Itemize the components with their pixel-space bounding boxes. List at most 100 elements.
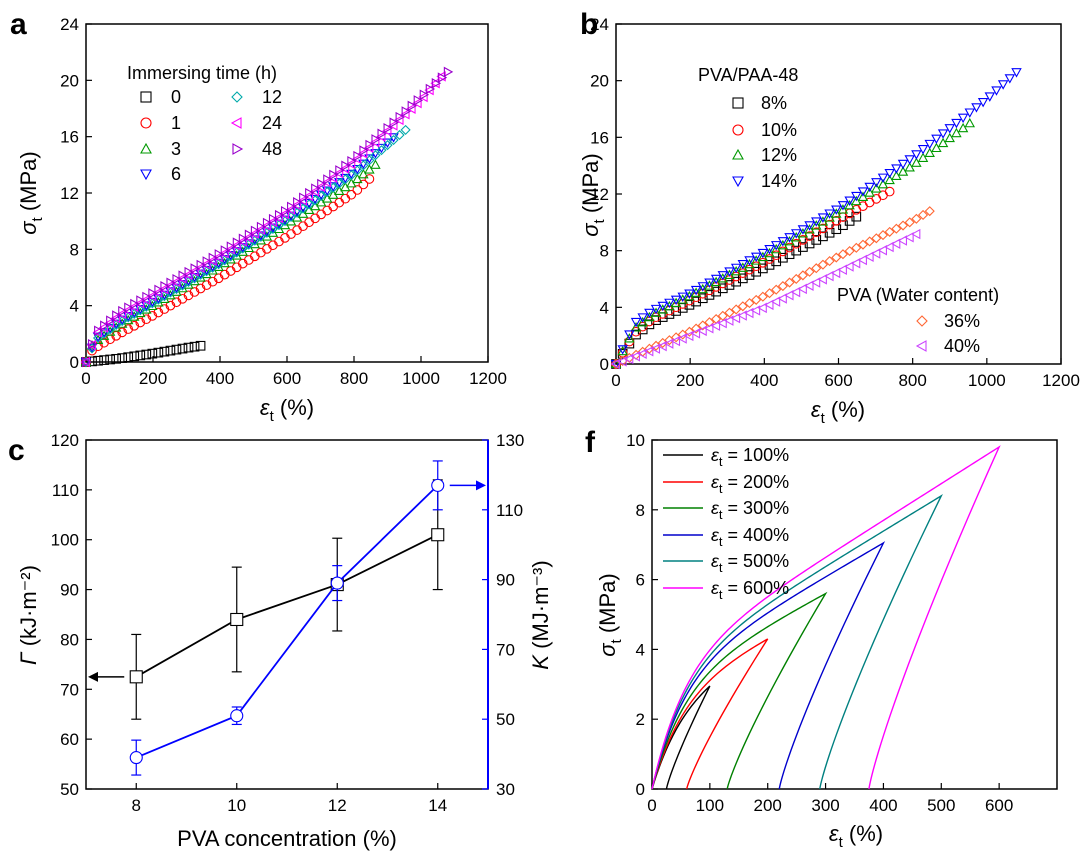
data-point xyxy=(105,354,115,365)
data-point xyxy=(388,134,399,146)
data-point xyxy=(837,264,847,275)
data-point xyxy=(147,311,158,321)
x-tick-label: 400 xyxy=(206,369,234,388)
legend-title: Immersing time (h) xyxy=(127,63,277,83)
data-point xyxy=(917,209,929,221)
data-point xyxy=(383,122,393,134)
arrow-left-head xyxy=(88,671,98,682)
data-point xyxy=(904,162,915,172)
data-point xyxy=(891,164,902,174)
data-point xyxy=(830,267,841,279)
data-point xyxy=(817,274,827,285)
y2-tick-label: 30 xyxy=(496,780,515,799)
data-point xyxy=(884,226,895,237)
data-point xyxy=(377,128,387,140)
data-point xyxy=(140,91,152,103)
y-tick-label: 4 xyxy=(636,640,645,659)
data-point xyxy=(291,199,302,211)
data-point xyxy=(351,153,362,165)
legend-label: 10% xyxy=(761,120,797,140)
data-point xyxy=(140,169,152,181)
data-point xyxy=(757,248,769,259)
data-point xyxy=(111,353,121,364)
y-tick-label: 0 xyxy=(636,780,645,799)
legend-label: εt = 600% xyxy=(711,578,789,602)
data-point xyxy=(915,340,927,352)
data-point xyxy=(154,284,164,296)
data-point xyxy=(124,302,134,313)
legend-label: 8% xyxy=(761,93,787,113)
data-point xyxy=(897,220,909,231)
x-tick-label: 0 xyxy=(647,796,656,815)
data-point xyxy=(610,358,622,370)
data-point xyxy=(677,329,688,340)
data-point xyxy=(153,347,164,358)
data-point xyxy=(664,335,675,346)
data-point xyxy=(147,348,158,359)
data-point xyxy=(797,270,808,281)
x-tick-label: 10 xyxy=(227,796,246,815)
data-point xyxy=(911,150,922,160)
data-point xyxy=(196,259,207,271)
data-point xyxy=(177,273,187,284)
data-point xyxy=(810,277,821,288)
data-point xyxy=(122,305,133,316)
data-point xyxy=(890,238,901,250)
data-point xyxy=(280,205,291,217)
x-tick-label: 1200 xyxy=(469,369,507,388)
y-tick-label: 4 xyxy=(600,298,609,317)
data-point xyxy=(677,333,687,344)
loading-cycle-line xyxy=(651,638,769,790)
plot-frame xyxy=(651,439,1058,790)
legend-label: εt = 400% xyxy=(711,525,789,549)
data-point xyxy=(339,163,350,174)
x-axis-label: εt (%) xyxy=(260,395,314,425)
data-point xyxy=(904,232,914,243)
data-point xyxy=(207,276,218,287)
data-point xyxy=(123,324,134,334)
data-point xyxy=(857,239,869,250)
data-point xyxy=(757,302,767,314)
data-point xyxy=(172,273,182,285)
data-point xyxy=(159,304,170,314)
data-point xyxy=(431,478,445,492)
data-point xyxy=(316,209,327,220)
legend-label: εt = 300% xyxy=(711,498,789,522)
x-tick-label: 12 xyxy=(328,796,347,815)
data-point xyxy=(877,173,889,183)
data-point xyxy=(737,260,749,270)
y-tick-label: 0 xyxy=(70,353,79,372)
x-tick-label: 600 xyxy=(273,369,301,388)
data-point xyxy=(643,346,654,357)
data-point xyxy=(202,256,213,267)
legend-label: 0 xyxy=(171,87,181,107)
data-point xyxy=(305,187,315,199)
data-point xyxy=(334,197,345,208)
data-point xyxy=(744,307,754,319)
data-point xyxy=(690,328,701,339)
x-tick-label: 300 xyxy=(811,796,839,815)
data-point xyxy=(704,323,714,334)
data-point xyxy=(104,317,115,329)
data-point xyxy=(178,270,188,281)
data-point xyxy=(129,320,140,331)
data-point xyxy=(924,139,935,150)
data-point xyxy=(924,206,935,217)
data-point xyxy=(610,358,620,370)
data-point xyxy=(690,285,702,296)
data-point xyxy=(811,217,822,227)
data-point xyxy=(844,245,855,257)
data-point xyxy=(710,274,722,285)
data-point xyxy=(110,312,121,324)
data-point xyxy=(117,353,128,363)
data-point xyxy=(797,283,807,295)
data-point xyxy=(171,344,182,355)
data-point xyxy=(717,283,728,294)
data-point xyxy=(732,124,744,136)
data-point xyxy=(376,145,387,156)
data-point xyxy=(784,277,795,288)
data-point xyxy=(329,169,339,181)
data-point xyxy=(310,213,320,224)
data-point xyxy=(710,320,721,331)
data-point xyxy=(951,118,962,129)
